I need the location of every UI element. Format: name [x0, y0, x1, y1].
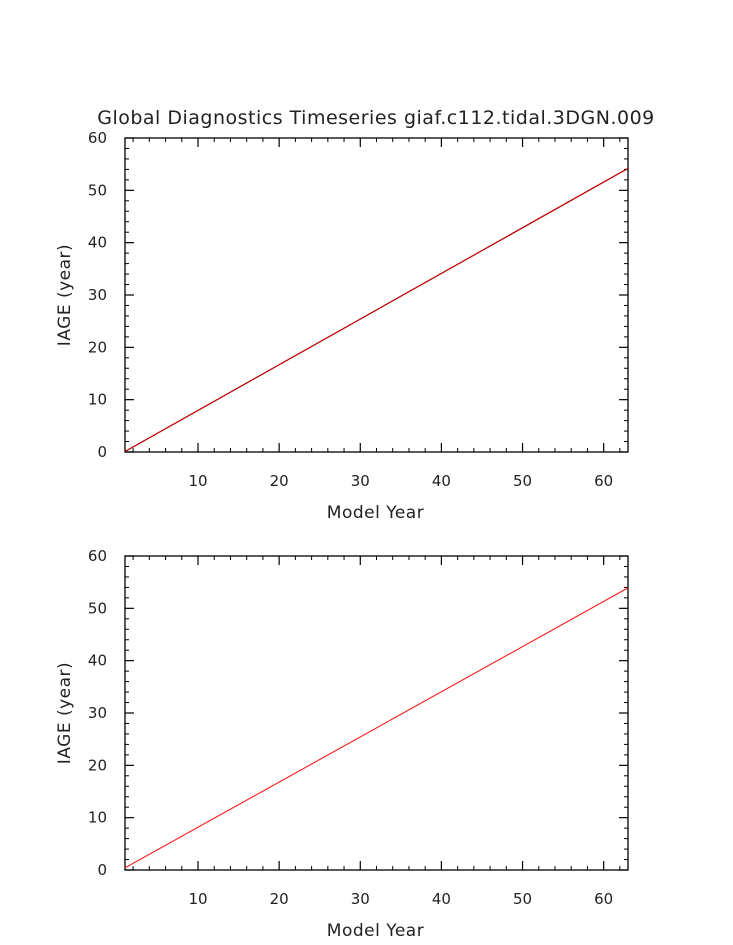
x-axis-label: Model Year — [327, 921, 424, 941]
y-tick-label: 60 — [88, 129, 107, 147]
x-axis-label: Model Year — [327, 503, 424, 523]
x-tick-label: 50 — [513, 890, 532, 908]
y-axis-label: IAGE (year) — [55, 244, 75, 346]
x-tick-label: 50 — [513, 472, 532, 490]
y-tick-label: 0 — [97, 861, 107, 879]
y-tick-label: 40 — [88, 652, 107, 670]
x-tick-label: 40 — [432, 472, 451, 490]
plot-frame — [124, 137, 629, 453]
y-tick-label: 60 — [88, 547, 107, 565]
chart-panel-top: 10 20 30 40 50 60 0 10 20 30 40 50 60 Model Year IAGE … — [55, 129, 629, 523]
y-tick-label: 30 — [88, 286, 107, 304]
x-tick-label: 60 — [594, 472, 613, 490]
x-tick-label: 30 — [351, 890, 370, 908]
plot-frame — [124, 555, 629, 871]
y-tick-label: 40 — [88, 234, 107, 252]
chart-title: Global Diagnostics Timeseries giaf.c112.… — [97, 107, 655, 129]
y-axis-label: IAGE (year) — [55, 662, 75, 764]
y-tick-label: 0 — [97, 443, 107, 461]
y-tick-label: 20 — [88, 338, 107, 356]
series-line — [124, 587, 629, 869]
x-tick-label: 30 — [351, 472, 370, 490]
y-tick-label: 30 — [88, 704, 107, 722]
y-tick-label: 10 — [88, 391, 107, 409]
x-tick-label: 20 — [270, 890, 289, 908]
y-tick-label: 10 — [88, 809, 107, 827]
x-tick-label: 10 — [188, 472, 207, 490]
y-tick-label: 50 — [88, 599, 107, 617]
y-tick-label: 50 — [88, 181, 107, 199]
series-line — [124, 167, 629, 452]
x-tick-label: 10 — [188, 890, 207, 908]
chart-panel-bottom: 10 20 30 40 50 60 0 10 20 30 40 50 60 Model Year IAGE … — [55, 547, 629, 941]
y-tick-label: 20 — [88, 756, 107, 774]
x-tick-label: 40 — [432, 890, 451, 908]
x-tick-label: 20 — [270, 472, 289, 490]
x-tick-label: 60 — [594, 890, 613, 908]
